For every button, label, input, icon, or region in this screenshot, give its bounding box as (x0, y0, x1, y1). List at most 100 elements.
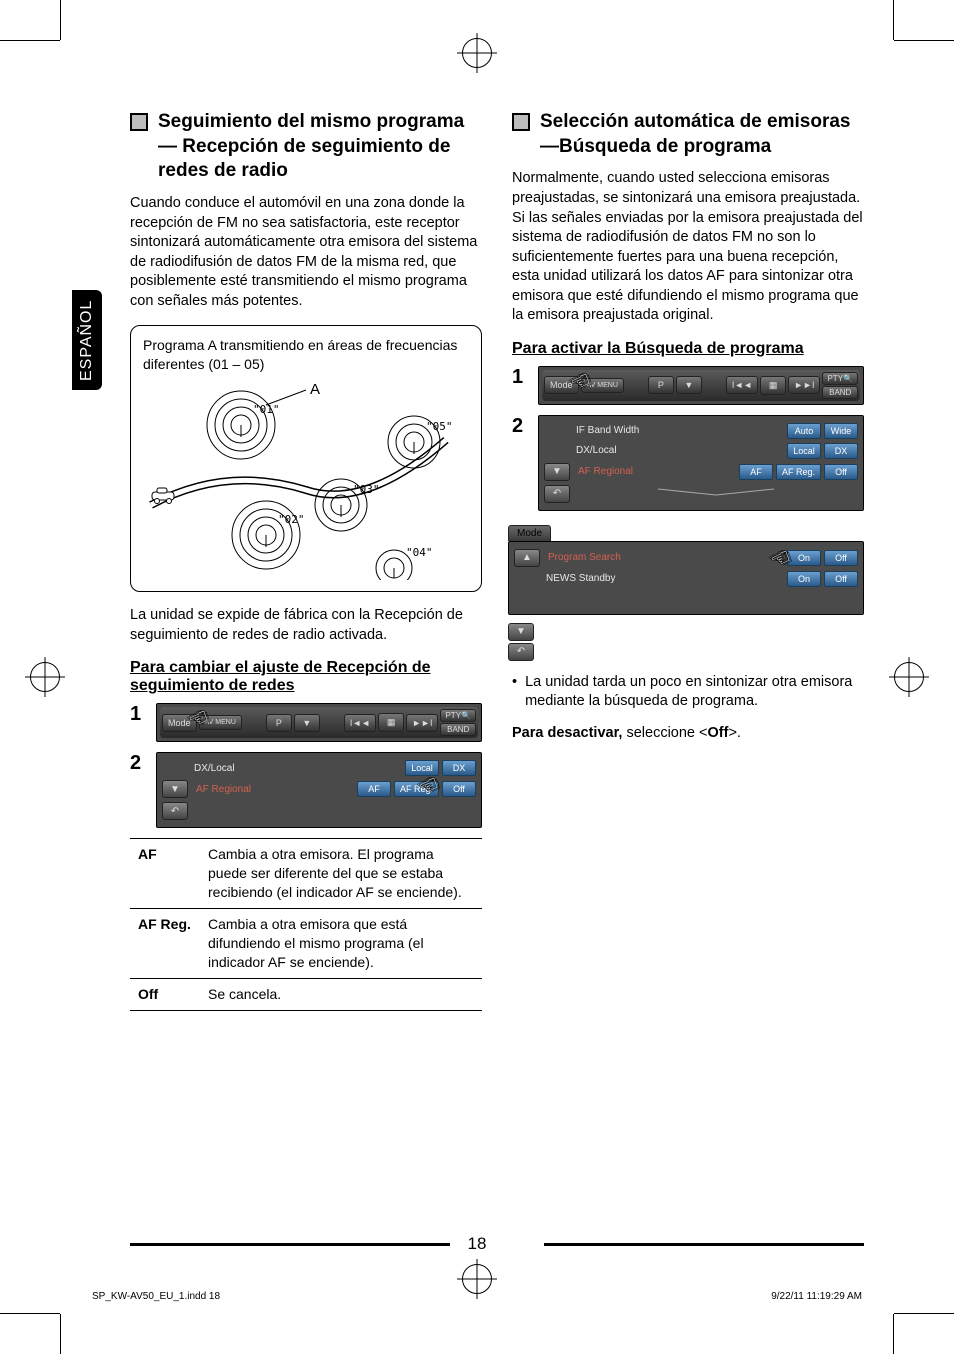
section-title: Seguimiento del mismo programa— Recepció… (158, 110, 482, 184)
option: DX (824, 443, 858, 459)
page-rule (130, 1243, 450, 1246)
note-text: La unidad tarda un poco en sintonizar ot… (525, 673, 864, 712)
band-button: BAND (822, 386, 858, 399)
option: DX (442, 760, 476, 776)
mode-tab: Mode (508, 525, 551, 541)
back-button: ↶ (508, 643, 534, 661)
option: Auto (787, 423, 821, 439)
section-bullet-icon (512, 113, 530, 131)
page-content: Seguimiento del mismo programa— Recepció… (130, 110, 864, 1244)
p-button: P (266, 714, 292, 732)
setting-key: AF (130, 839, 200, 909)
intro-text: Normalmente, cuando usted selecciona emi… (512, 169, 864, 326)
toolbar-screenshot: Mode AV MENU P ▼ I◄◄ ▦ ►►I PTY🔍 BAND (538, 366, 864, 405)
scroll-down-button: ▼ (544, 463, 570, 481)
page-rule (544, 1243, 864, 1246)
intro-text: Cuando conduce el automóvil en una zona … (130, 194, 482, 311)
prev-track-button: I◄◄ (726, 376, 758, 394)
setting-desc: Se cancela. (200, 978, 482, 1010)
p-button: P (648, 376, 674, 394)
footer-timestamp: 9/22/11 11:19:29 AM (771, 1291, 862, 1302)
menu-item: DX/Local (572, 445, 783, 456)
option: On (787, 550, 821, 566)
down-button: ▼ (294, 714, 320, 732)
mode-button: Mode (544, 376, 579, 394)
option: AF (357, 781, 391, 797)
section-title: Selección automática de emisoras—Búsqued… (540, 110, 864, 159)
list-button: ▦ (378, 713, 404, 732)
option: AF Reg. (394, 781, 439, 797)
option: Wide (824, 423, 858, 439)
page-number: 18 (468, 1234, 487, 1254)
back-button: ↶ (544, 485, 570, 503)
table-row: Off Se cancela. (130, 978, 482, 1010)
menu-screenshot-a: IF Band Width Auto Wide DX/Local Local D… (538, 415, 864, 511)
menu-item: DX/Local (190, 763, 401, 774)
left-column: Seguimiento del mismo programa— Recepció… (130, 110, 482, 1244)
step-number: 1 (512, 366, 532, 405)
settings-table: AF Cambia a otra emisora. El programa pu… (130, 838, 482, 1010)
deactivate-text: Para desactivar, seleccione <Off>. (512, 724, 864, 744)
footer-filename: SP_KW-AV50_EU_1.indd 18 (92, 1291, 220, 1302)
registration-mark (30, 662, 60, 692)
broadcast-diagram: Programa A transmitiendo en áreas de fre… (130, 325, 482, 592)
menu-item: AF Regional (192, 784, 353, 795)
option: Off (442, 781, 476, 797)
bullet-icon: • (512, 673, 517, 712)
step-number: 1 (130, 703, 150, 742)
setting-desc: Cambia a otra emisora que está difundien… (200, 909, 482, 979)
step-1: 1 Mode AV MENU P ▼ I◄◄ ▦ ►►I PTY (130, 703, 482, 742)
toolbar-screenshot: Mode AV MENU P ▼ I◄◄ ▦ ►►I PTY🔍 BAND (156, 703, 482, 742)
crop-mark (0, 40, 60, 41)
avmenu-button: AV MENU (581, 378, 624, 393)
registration-mark (894, 662, 924, 692)
avmenu-button: AV MENU (199, 715, 242, 730)
back-button: ↶ (162, 802, 188, 820)
crop-mark (894, 1313, 954, 1314)
crop-mark (894, 40, 954, 41)
sub-heading: Para cambiar el ajuste de Recepción de s… (130, 659, 482, 695)
menu-item: IF Band Width (572, 425, 783, 436)
language-tab: ESPAÑOL (72, 290, 102, 390)
section-heading: Selección automática de emisoras—Búsqued… (512, 110, 864, 159)
section-heading: Seguimiento del mismo programa— Recepció… (130, 110, 482, 184)
step-number: 2 (130, 752, 150, 828)
menu-screenshot: DX/Local Local DX ▼ AF Regional AF AF Re… (156, 752, 482, 828)
menu-item: AF Regional (574, 466, 735, 477)
svg-text:"04": "04" (406, 546, 433, 559)
scroll-down-button: ▼ (162, 780, 188, 798)
scroll-indicator (656, 487, 776, 497)
step-2: 2 IF Band Width Auto Wide DX/Local (512, 415, 864, 661)
step-1: 1 Mode AV MENU P ▼ I◄◄ ▦ ►►I PTY (512, 366, 864, 405)
option: On (787, 571, 821, 587)
crop-mark (893, 0, 894, 40)
mode-button: Mode (162, 714, 197, 732)
registration-mark (462, 38, 492, 68)
menu-item: NEWS Standby (542, 573, 783, 584)
menu-screenshot-b: ▲ Program Search On Off NEWS Standby O (508, 541, 864, 615)
diagram-svg: "01" "02" "03" "04" "05" A (143, 380, 469, 580)
scroll-down-button: ▼ (508, 623, 534, 641)
option: Off (824, 571, 858, 587)
table-row: AF Reg. Cambia a otra emisora que está d… (130, 909, 482, 979)
band-button: BAND (440, 723, 476, 736)
crop-mark (60, 0, 61, 40)
scroll-up-button: ▲ (514, 549, 540, 567)
option: Local (405, 760, 439, 776)
option: Local (787, 443, 821, 459)
registration-mark (462, 1264, 492, 1294)
option: AF Reg. (776, 464, 821, 480)
option: Off (824, 550, 858, 566)
down-button: ▼ (676, 376, 702, 394)
pty-button: PTY🔍 (440, 709, 476, 722)
table-row: AF Cambia a otra emisora. El programa pu… (130, 839, 482, 909)
after-diagram-text: La unidad se expide de fábrica con la Re… (130, 606, 482, 645)
crop-mark (893, 1314, 894, 1354)
list-button: ▦ (760, 376, 786, 395)
diagram-caption: Programa A transmitiendo en áreas de fre… (143, 336, 469, 374)
setting-key: AF Reg. (130, 909, 200, 979)
prev-track-button: I◄◄ (344, 714, 376, 732)
menu-item: Program Search (544, 552, 783, 563)
note-bullet: • La unidad tarda un poco en sintonizar … (512, 673, 864, 712)
option: Off (824, 464, 858, 480)
